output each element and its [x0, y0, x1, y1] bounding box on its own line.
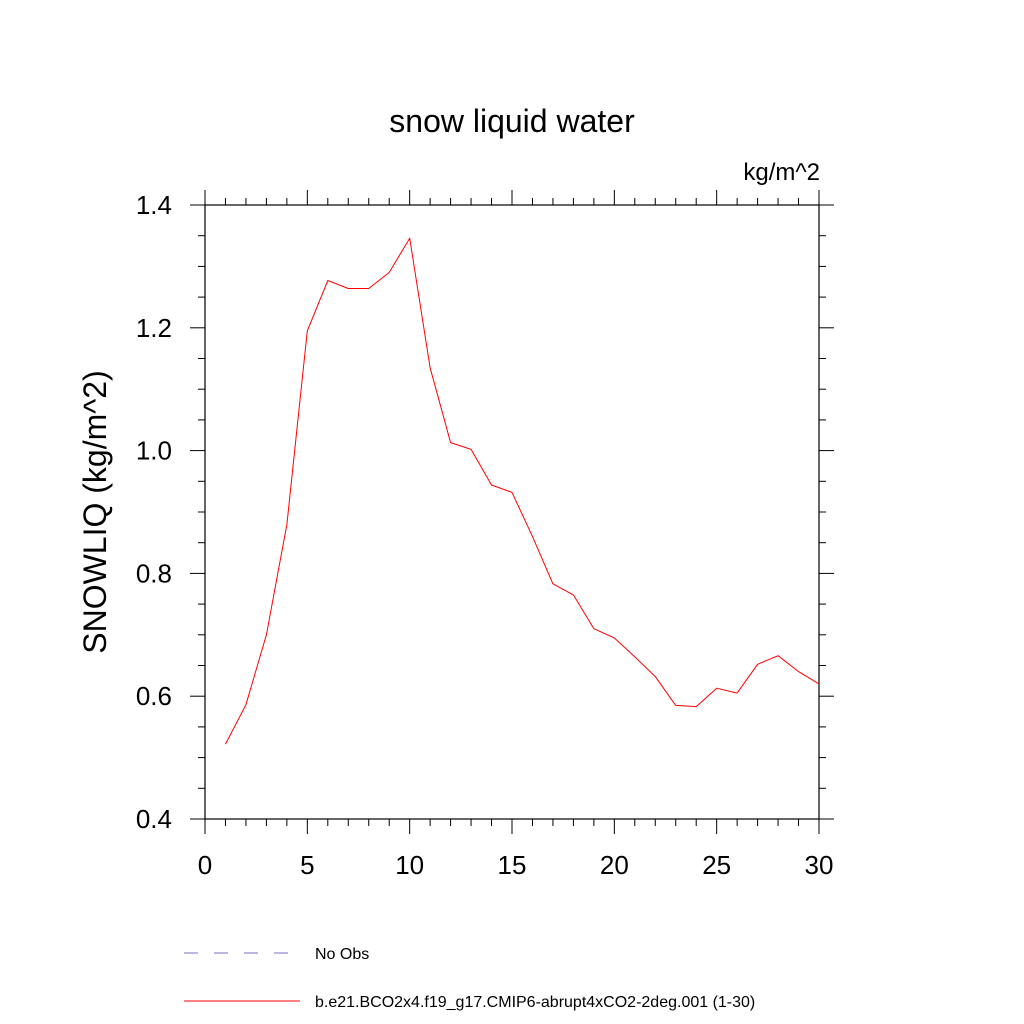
legend-label-no-obs: No Obs — [315, 946, 369, 963]
chart-title: snow liquid water — [389, 103, 635, 139]
x-tick-label: 25 — [702, 850, 731, 880]
y-tick-label: 1.4 — [136, 190, 172, 220]
x-tick-label: 5 — [300, 850, 314, 880]
series-line — [225, 237, 820, 745]
x-tick-label: 30 — [805, 850, 834, 880]
plot-frame — [204, 204, 820, 820]
x-tick-label: 10 — [395, 850, 424, 880]
x-tick-label: 20 — [600, 850, 629, 880]
y-tick-label: 1.0 — [136, 436, 172, 466]
y-tick-label: 0.4 — [136, 804, 172, 834]
units-label: kg/m^2 — [743, 159, 820, 186]
y-tick-label: 0.6 — [136, 681, 172, 711]
x-tick-label: 0 — [198, 850, 212, 880]
series-group — [225, 237, 820, 745]
axis-ticks — [190, 190, 834, 834]
y-axis-label: SNOWLIQ (kg/m^2) — [77, 370, 113, 653]
tick-labels: 0 5 10 15 20 25 30 0.4 0.6 0.8 1.0 1.2 1.4 — [136, 190, 834, 880]
y-tick-label: 0.8 — [136, 558, 172, 588]
y-tick-label: 1.2 — [136, 313, 172, 343]
legend: No Obs b.e21.BCO2x4.f19_g17.CMIP6-abrupt… — [184, 946, 755, 1011]
x-tick-label: 15 — [498, 850, 527, 880]
legend-label-model-run: b.e21.BCO2x4.f19_g17.CMIP6-abrupt4xCO2-2… — [315, 994, 755, 1011]
